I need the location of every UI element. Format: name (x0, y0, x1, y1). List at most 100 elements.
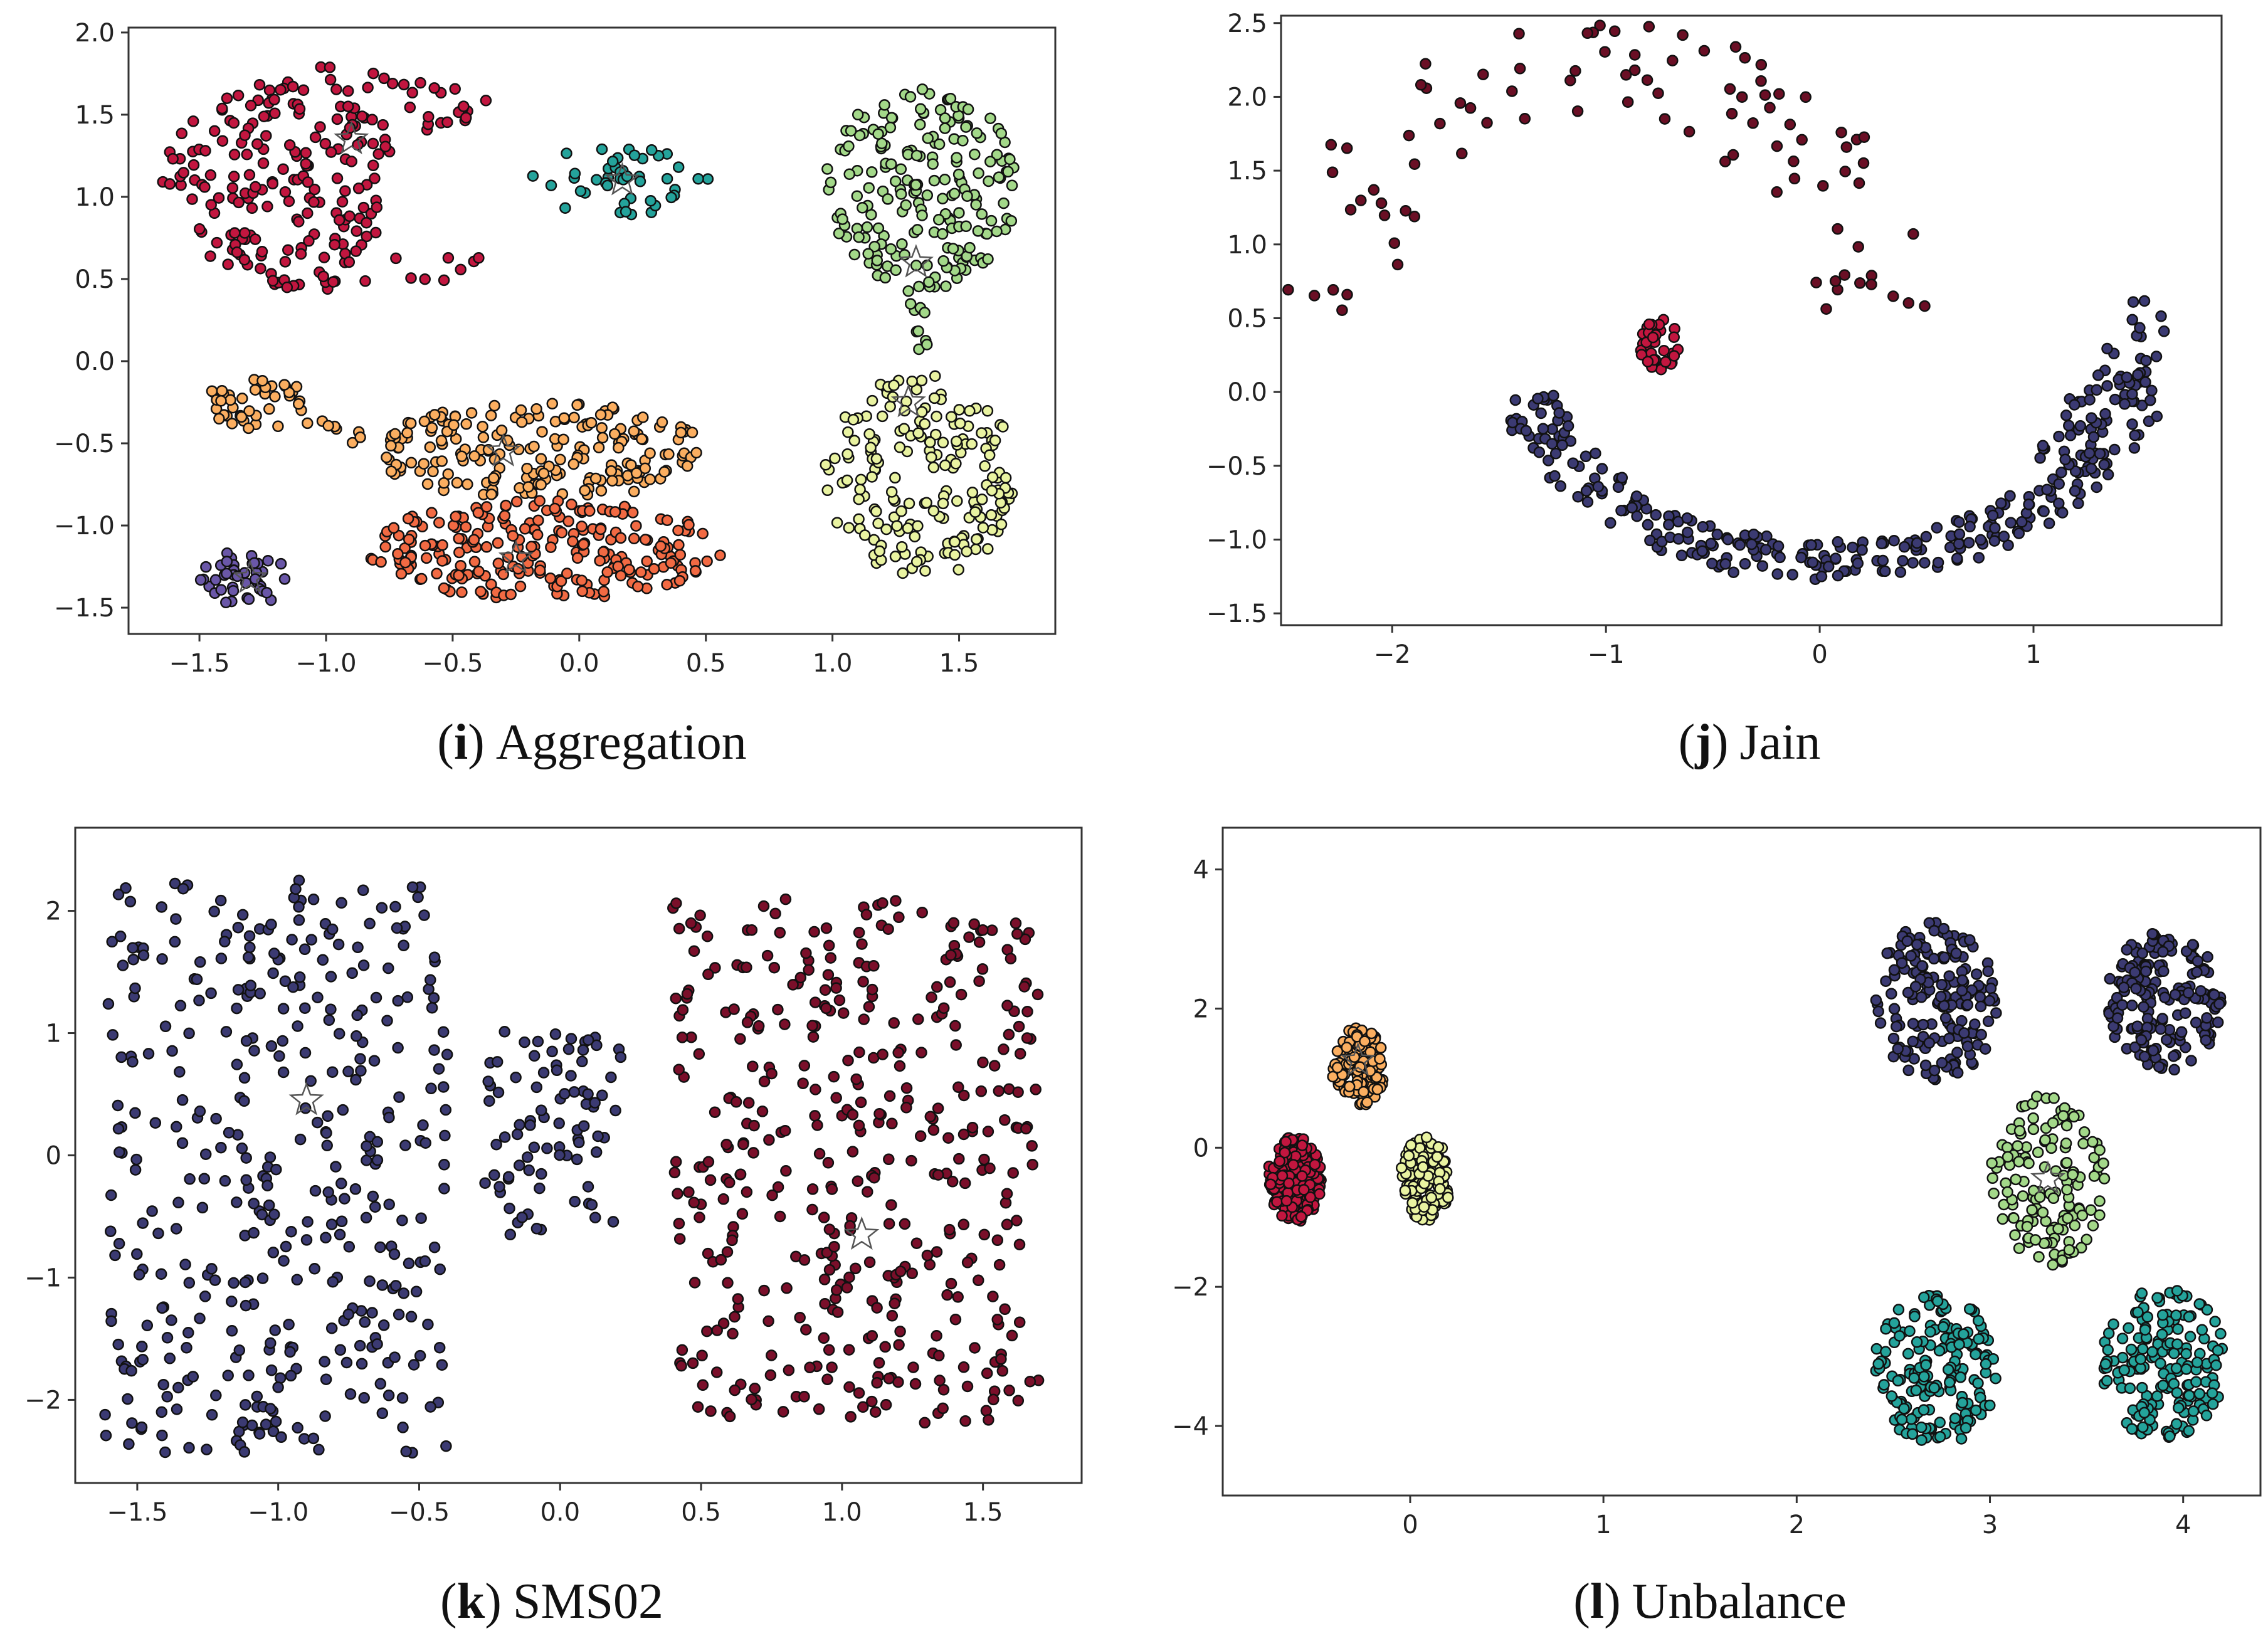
data-point (1937, 1321, 1949, 1333)
x-tick-label: 1 (1595, 1511, 1611, 1539)
data-point (1970, 1404, 1982, 1417)
data-point (176, 1137, 189, 1149)
data-point (1896, 1413, 1908, 1426)
y-tick-label: −1 (24, 1264, 61, 1292)
data-point (422, 1318, 434, 1331)
data-point (1911, 939, 1923, 951)
data-point (194, 1312, 206, 1324)
data-point (279, 256, 292, 268)
data-point (1878, 1379, 1890, 1391)
data-point (115, 1051, 127, 1063)
cluster-middle-block (479, 1026, 627, 1241)
data-point (1771, 186, 1783, 198)
data-point (673, 574, 686, 587)
data-point (141, 1319, 154, 1332)
data-point (228, 117, 240, 129)
data-point (1013, 1238, 1026, 1250)
data-point (869, 1406, 882, 1418)
x-tick-label: −0.5 (422, 649, 483, 678)
caption-letter: k (457, 1574, 485, 1629)
data-point (367, 1190, 379, 1203)
data-point (806, 1203, 818, 1216)
data-point (1571, 105, 1584, 117)
data-point (983, 175, 994, 187)
cluster-orange-tail (206, 374, 307, 435)
data-point (2183, 1425, 2195, 1437)
data-point (644, 447, 656, 460)
data-point (2136, 1287, 2148, 1299)
data-point (831, 1306, 844, 1318)
data-point (2124, 1382, 2136, 1395)
cluster-lower-arc (1505, 372, 2163, 585)
data-point (768, 961, 781, 974)
data-point (332, 938, 345, 951)
data-point (821, 1373, 833, 1386)
data-point (2047, 1117, 2059, 1129)
data-point (1276, 1210, 1288, 1222)
data-point (1581, 27, 1593, 40)
data-point (871, 255, 883, 266)
data-point (299, 1047, 312, 1059)
data-point (843, 140, 855, 152)
data-point (1982, 1015, 1995, 1028)
data-point (502, 1171, 515, 1183)
data-point (1594, 19, 1606, 31)
data-point (594, 523, 607, 536)
data-point (639, 462, 651, 475)
data-point (1958, 1027, 1970, 1039)
data-point (871, 1302, 883, 1314)
data-point (263, 403, 275, 415)
data-point (417, 1119, 429, 1131)
y-tick-label: −0.5 (54, 430, 115, 458)
data-point (2141, 1311, 2154, 1323)
data-point (421, 478, 434, 490)
data-point (886, 1310, 899, 1322)
data-point (927, 505, 940, 517)
data-point (1374, 1053, 1386, 1065)
data-point (298, 943, 311, 956)
data-point (852, 1175, 864, 1187)
data-point (701, 555, 713, 567)
data-point (193, 223, 206, 235)
data-point (2193, 1388, 2206, 1400)
data-point (113, 1146, 125, 1158)
data-point (1847, 541, 1859, 554)
data-point (364, 917, 376, 930)
data-point (661, 514, 673, 526)
data-point (2045, 1142, 2057, 1154)
caption-close: ) (468, 715, 485, 770)
data-point (688, 1196, 700, 1209)
centroid-star-marker (232, 559, 268, 593)
data-point (884, 401, 896, 413)
data-point (2053, 430, 2065, 443)
data-point (885, 243, 897, 255)
data-point (1759, 89, 1771, 101)
data-point (1820, 303, 1832, 315)
y-tick-label: 2 (1193, 995, 1209, 1023)
cluster-orange-link (302, 415, 366, 449)
data-point (863, 1001, 875, 1013)
data-point (904, 298, 917, 310)
data-point (211, 236, 223, 249)
data-point (734, 1168, 747, 1180)
data-point (1304, 1191, 1317, 1203)
data-point (448, 419, 460, 431)
centroid-star-marker (890, 383, 926, 418)
data-point (645, 194, 657, 207)
data-point (625, 459, 637, 471)
data-point (1888, 1003, 1901, 1015)
data-point (434, 1263, 446, 1275)
data-point (2055, 467, 2067, 478)
data-point (841, 448, 853, 460)
data-point (823, 1264, 836, 1276)
data-point (1872, 1005, 1884, 1018)
data-point (1549, 470, 1561, 482)
data-point (2155, 1358, 2166, 1369)
data-point (571, 552, 584, 564)
data-point (249, 233, 261, 245)
data-point (900, 199, 912, 211)
data-point (1772, 540, 1785, 552)
data-point (426, 1001, 438, 1014)
data-point (1865, 278, 1877, 290)
data-point (1936, 979, 1948, 991)
